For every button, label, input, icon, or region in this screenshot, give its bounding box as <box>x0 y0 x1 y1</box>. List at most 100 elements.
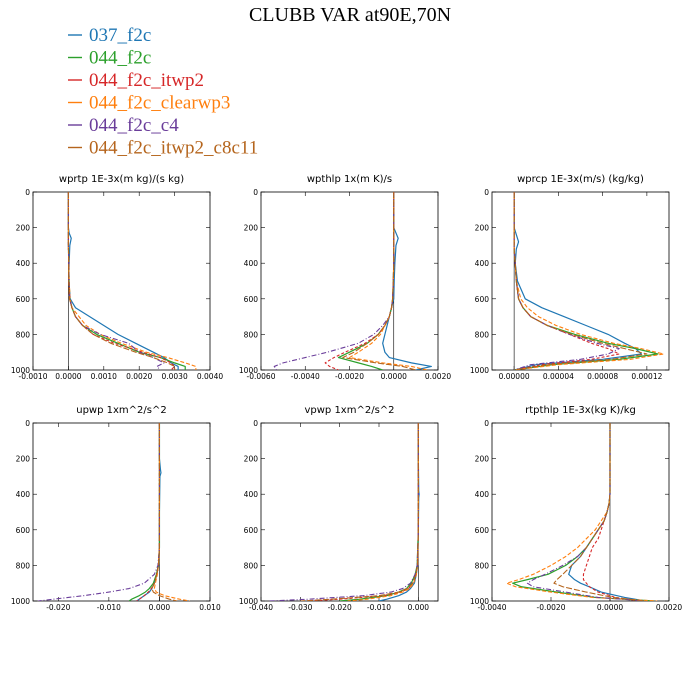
y-tick-label: 600 <box>16 295 31 304</box>
x-tick-label: 0.000 <box>149 603 171 612</box>
legend-label: 037_f2c <box>89 25 151 46</box>
series-line <box>273 192 395 370</box>
y-tick-label: 1000 <box>239 366 258 375</box>
panel-title: wprtp 1E-3x(m kg)/(s kg) <box>59 174 184 185</box>
x-tick-label: 0.0020 <box>656 603 682 612</box>
legend-label: 044_f2c_c4 <box>89 115 179 136</box>
x-tick-label: 0.0000 <box>381 372 407 381</box>
chart-panel: wpthlp 1x(m K)/s 0 200 400 600 800 1000-0.0060… <box>239 174 451 381</box>
y-tick-label: 400 <box>16 259 31 268</box>
y-tick-label: 0 <box>253 188 258 197</box>
chart-panel: wprcp 1E-3x(m/s) (kg/kg) 0 200 400 600 800 100… <box>470 174 670 381</box>
chart-panel: wprtp 1E-3x(m kg)/(s kg) 0 200 400 600 800 100… <box>11 174 223 381</box>
series-line <box>347 423 419 601</box>
x-tick-label: 0.0020 <box>425 372 451 381</box>
x-tick-label: -0.020 <box>46 603 70 612</box>
series-line <box>553 423 646 601</box>
y-tick-label: 800 <box>244 561 259 570</box>
chart-panel: vpwp 1xm^2/s^2 0 200 400 600 800 1000-0.040 -0.… <box>239 405 439 612</box>
x-tick-label: -0.0020 <box>537 603 566 612</box>
x-tick-label: -0.010 <box>367 603 391 612</box>
panel-title: rtpthlp 1E-3x(kg K)/kg <box>525 405 636 416</box>
y-tick-label: 800 <box>16 330 31 339</box>
y-tick-label: 800 <box>16 561 31 570</box>
legend-entry: 037_f2c <box>68 25 151 46</box>
y-tick-label: 400 <box>16 490 31 499</box>
legend-entry: 044_f2c_clearwp3 <box>68 93 230 114</box>
plot-frame <box>32 422 211 602</box>
x-tick-label: 0.00008 <box>587 372 618 381</box>
x-tick-label: 0.00004 <box>543 372 574 381</box>
plot-frame <box>260 191 439 371</box>
y-tick-label: 400 <box>475 490 490 499</box>
y-tick-label: 1000 <box>470 597 489 606</box>
x-tick-label: -0.030 <box>288 603 312 612</box>
x-tick-label: 0.0020 <box>126 372 152 381</box>
x-tick-label: 0.010 <box>199 603 221 612</box>
series-line <box>513 192 659 370</box>
y-tick-label: 0 <box>25 419 30 428</box>
plot-frame <box>491 422 670 602</box>
y-tick-label: 600 <box>244 526 259 535</box>
y-tick-label: 0 <box>484 188 489 197</box>
y-tick-label: 400 <box>244 259 259 268</box>
legend-entry: 044_f2c_c4 <box>68 115 179 136</box>
legend-entry: 044_f2c_itwp2 <box>68 70 204 91</box>
x-tick-label: 0.0030 <box>161 372 187 381</box>
series-line <box>300 423 419 601</box>
series-line <box>582 423 640 601</box>
series-line <box>337 192 395 370</box>
panel-title: wprcp 1E-3x(m/s) (kg/kg) <box>517 174 644 185</box>
panel-title: vpwp 1xm^2/s^2 <box>304 405 394 416</box>
panels: wprtp 1E-3x(m kg)/(s kg) 0 200 400 600 800 100… <box>11 174 682 612</box>
chart-panel: rtpthlp 1E-3x(kg K)/kg02004006008001000-… <box>470 405 682 612</box>
y-tick-label: 400 <box>244 490 259 499</box>
y-tick-label: 200 <box>16 455 31 464</box>
series-line <box>67 192 197 370</box>
y-tick-label: 0 <box>25 188 30 197</box>
series-line <box>513 192 648 370</box>
series-line <box>339 423 419 601</box>
x-tick-label: 0.0000 <box>597 603 623 612</box>
x-tick-label: 0.0000 <box>55 372 81 381</box>
panel-title: upwp 1xm^2/s^2 <box>76 405 166 416</box>
y-tick-label: 200 <box>475 224 490 233</box>
series-line <box>342 192 417 370</box>
plot-frame <box>260 422 439 602</box>
y-tick-label: 0 <box>253 419 258 428</box>
y-tick-label: 800 <box>475 561 490 570</box>
plot-frame <box>32 191 211 371</box>
x-tick-label: 0.0010 <box>91 372 117 381</box>
panel-title: wpthlp 1x(m K)/s <box>307 174 392 185</box>
y-tick-label: 600 <box>244 295 259 304</box>
y-tick-label: 1000 <box>11 366 30 375</box>
series-line <box>348 192 428 370</box>
legend-label: 044_f2c_clearwp3 <box>89 93 230 114</box>
x-tick-label: -0.010 <box>97 603 121 612</box>
series-line <box>382 192 432 370</box>
series-line <box>67 192 179 370</box>
x-tick-label: -0.0040 <box>478 603 507 612</box>
y-tick-label: 200 <box>475 455 490 464</box>
series-line <box>324 192 395 370</box>
y-tick-label: 400 <box>475 259 490 268</box>
x-tick-label: 0.00000 <box>499 372 530 381</box>
series-line <box>526 423 646 601</box>
series-line <box>513 192 642 370</box>
x-tick-label: -0.0040 <box>291 372 320 381</box>
x-tick-label: 0.0040 <box>197 372 223 381</box>
series-line <box>151 423 178 601</box>
figure-title: CLUBB VAR at90E,70N <box>249 4 451 26</box>
y-tick-label: 600 <box>475 295 490 304</box>
plot-frame <box>491 191 670 371</box>
x-tick-label: -0.0020 <box>335 372 364 381</box>
y-tick-label: 1000 <box>11 597 30 606</box>
legend: 037_f2c044_f2c044_f2c_itwp2044_f2c_clear… <box>68 25 258 159</box>
y-tick-label: 600 <box>475 526 490 535</box>
x-tick-label: -0.0060 <box>247 372 276 381</box>
x-tick-label: -0.020 <box>328 603 352 612</box>
x-tick-label: 0.000 <box>408 603 430 612</box>
x-tick-label: -0.0010 <box>19 372 48 381</box>
series-line <box>67 192 176 370</box>
x-tick-label: -0.040 <box>249 603 273 612</box>
